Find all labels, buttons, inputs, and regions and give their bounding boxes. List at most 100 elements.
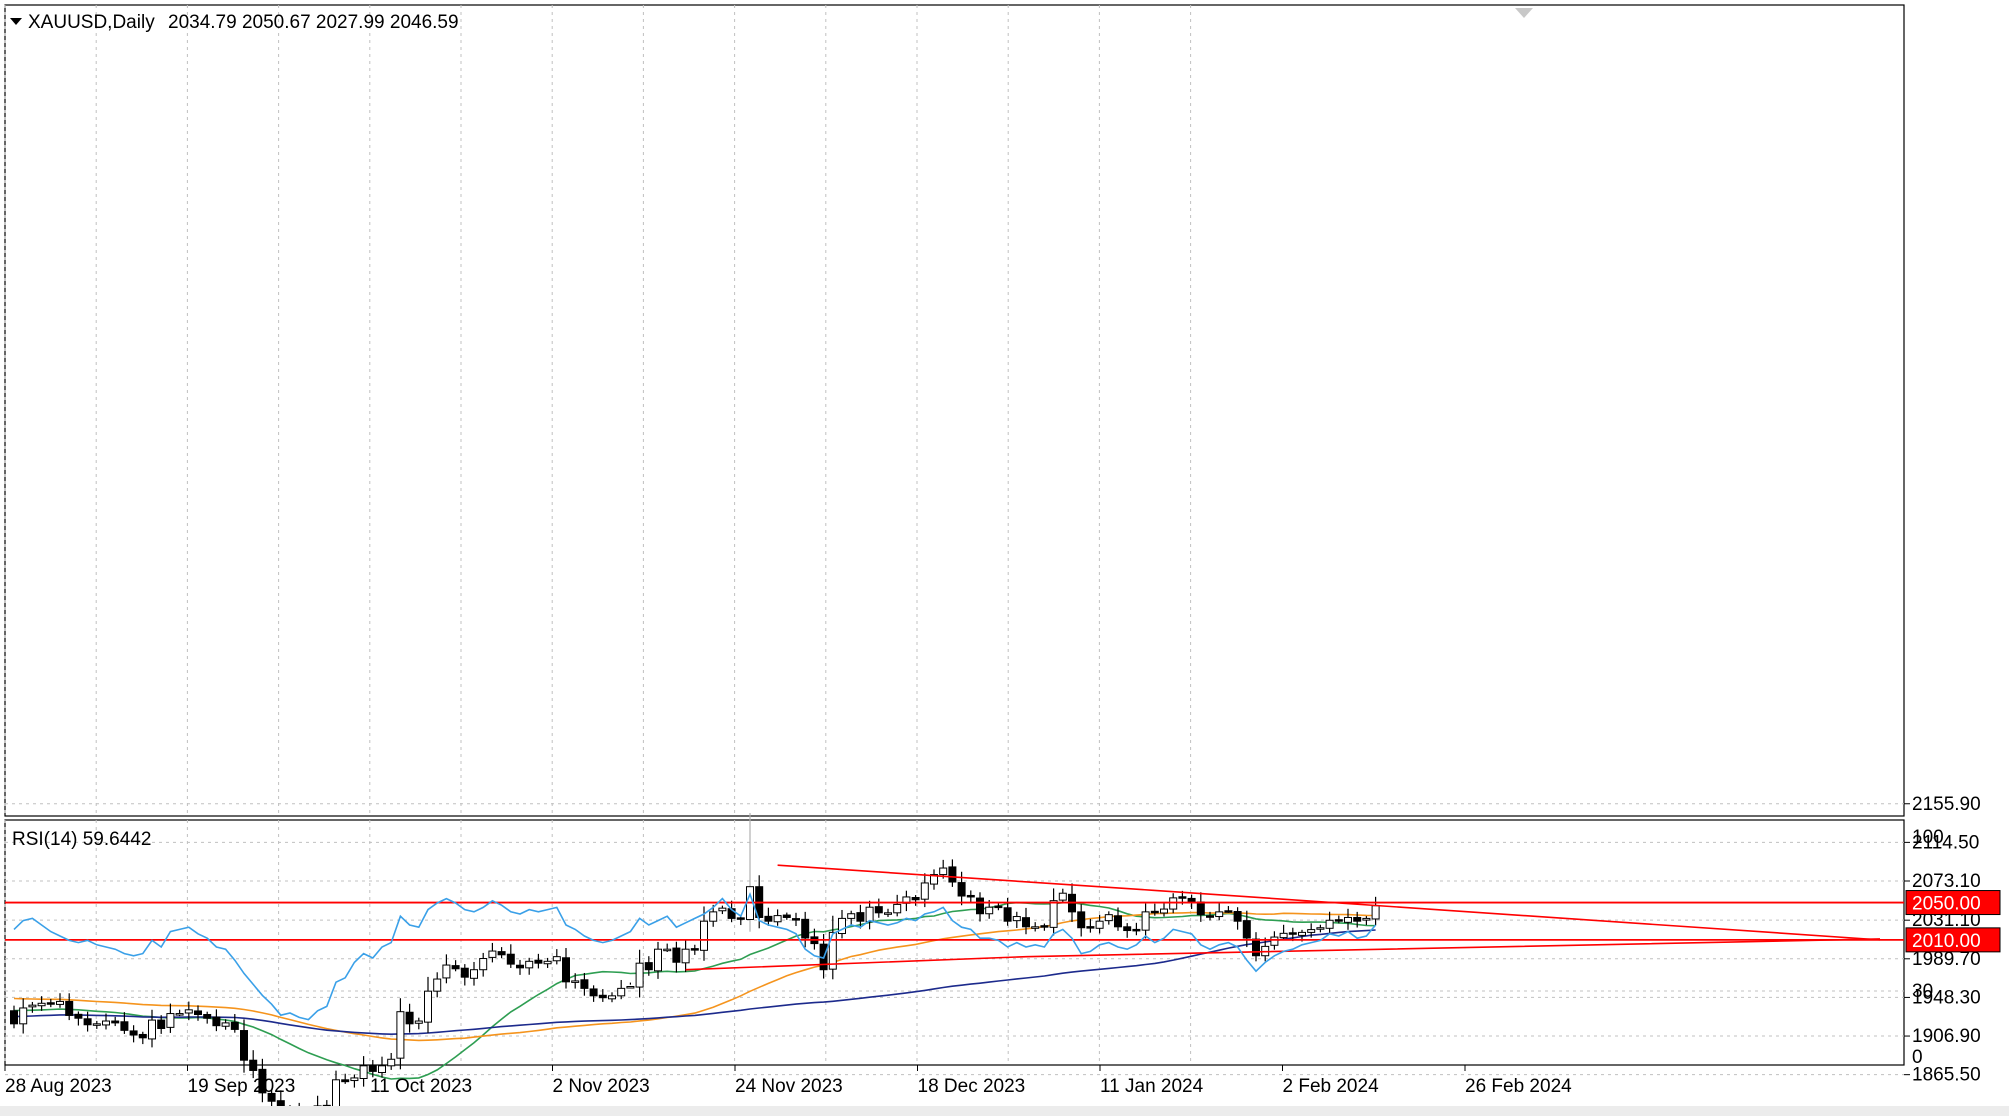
rsi-label: RSI(14) 59.6442 <box>12 829 151 850</box>
level-tag-label: 2050.00 <box>1912 894 1981 915</box>
candle <box>782 912 791 920</box>
candle <box>571 973 580 989</box>
candle <box>718 905 727 915</box>
candle <box>451 960 460 972</box>
candle <box>1114 907 1122 931</box>
candle <box>1224 906 1233 913</box>
candle <box>534 953 543 969</box>
candle <box>46 998 55 1008</box>
y-tick-label: 2155.90 <box>1912 794 1981 815</box>
candle <box>203 1011 212 1024</box>
candle <box>212 1009 221 1032</box>
candle <box>120 1012 129 1034</box>
x-tick-label: 2 Nov 2023 <box>553 1076 650 1097</box>
candle <box>1160 903 1168 917</box>
candle <box>709 904 718 927</box>
candle <box>1215 903 1224 921</box>
candle <box>580 972 589 996</box>
candle <box>525 957 534 975</box>
y-tick-label: 1906.90 <box>1912 1026 1981 1047</box>
candle <box>1252 932 1260 962</box>
level-tag-label: 2010.00 <box>1912 931 1981 952</box>
candle <box>1334 915 1343 924</box>
candle <box>893 894 902 917</box>
candle <box>1371 896 1380 926</box>
candle <box>341 1073 350 1084</box>
candle <box>194 1005 202 1021</box>
candle <box>966 890 975 903</box>
candle <box>930 869 938 890</box>
candle <box>56 993 64 1008</box>
candle <box>994 903 1003 911</box>
shift-marker-icon[interactable] <box>1515 8 1533 18</box>
candle <box>948 859 957 887</box>
candle <box>424 976 432 1034</box>
candle <box>902 890 911 912</box>
candle <box>543 957 552 968</box>
candle <box>359 1056 368 1087</box>
candle <box>1132 922 1141 936</box>
candle <box>1325 911 1334 933</box>
candle <box>157 1015 166 1034</box>
candle <box>847 910 856 926</box>
rsi-tick-label: 30 <box>1912 981 1933 1002</box>
candle <box>874 898 883 918</box>
candle <box>350 1074 359 1088</box>
y-tick-label: 1948.30 <box>1912 987 1981 1008</box>
trendline-lower <box>685 938 1881 971</box>
candle <box>1031 922 1040 932</box>
candle <box>663 943 672 952</box>
y-tick-label: 2073.10 <box>1912 871 1981 892</box>
candle <box>240 1019 248 1073</box>
candle <box>442 954 451 984</box>
y-tick-label: 2031.10 <box>1912 910 1981 931</box>
dropdown-triangle-icon[interactable] <box>10 18 22 25</box>
candle <box>1049 888 1058 936</box>
candle <box>598 989 607 1002</box>
candle <box>396 998 405 1070</box>
candle <box>74 1011 83 1026</box>
candle <box>644 956 653 976</box>
candle <box>488 942 497 963</box>
candle <box>129 1025 138 1043</box>
candle <box>1086 918 1095 933</box>
candle <box>672 941 681 973</box>
candle <box>258 1058 267 1103</box>
candle <box>764 907 773 926</box>
candle <box>589 985 598 1002</box>
candle <box>1362 916 1371 926</box>
candle <box>635 949 644 998</box>
x-tick-label: 2 Feb 2024 <box>1283 1076 1380 1097</box>
candle <box>1233 907 1242 930</box>
candlesticks <box>10 812 1380 1116</box>
candle <box>506 944 515 968</box>
candle <box>221 1019 230 1030</box>
candle <box>405 1003 414 1033</box>
candle <box>1316 924 1325 933</box>
chart-symbol: XAUUSD,Daily <box>28 12 155 33</box>
candle <box>608 992 616 1003</box>
axis-labels: 2155.90 2114.50 2073.10 2031.10 1989.70 1948.… <box>0 794 2009 1116</box>
candle <box>19 998 28 1034</box>
candle <box>479 952 488 977</box>
candle <box>884 908 892 917</box>
candle <box>828 915 837 980</box>
x-tick-label: 26 Feb 2024 <box>1465 1076 1572 1097</box>
candle <box>792 912 800 927</box>
candle <box>433 972 442 998</box>
x-tick-label: 28 Aug 2023 <box>5 1076 112 1097</box>
candle <box>681 939 690 973</box>
candle <box>1123 923 1132 938</box>
candle <box>1104 911 1113 925</box>
candle <box>1307 923 1316 938</box>
candle <box>65 993 74 1021</box>
candle <box>368 1059 377 1078</box>
candle <box>1206 911 1214 921</box>
bottom-strip <box>0 1106 2009 1116</box>
candle <box>230 1014 239 1033</box>
candle <box>267 1089 276 1107</box>
chart-ohlc: 2034.79 2050.67 2027.99 2046.59 <box>168 12 459 33</box>
x-tick-label: 19 Sep 2023 <box>188 1076 296 1097</box>
candle <box>10 1005 18 1029</box>
